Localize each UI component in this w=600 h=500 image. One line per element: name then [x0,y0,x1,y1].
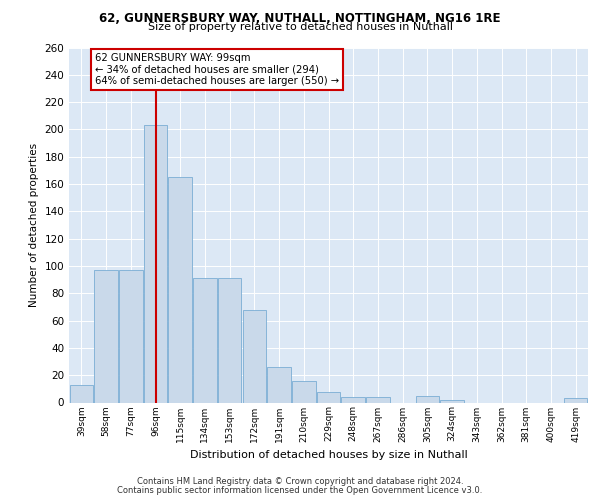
Text: Contains public sector information licensed under the Open Government Licence v3: Contains public sector information licen… [118,486,482,495]
Bar [366,397,389,402]
Bar [193,278,217,402]
Bar [242,310,266,402]
Bar [144,126,167,402]
Bar [440,400,464,402]
Text: 62, GUNNERSBURY WAY, NUTHALL, NOTTINGHAM, NG16 1RE: 62, GUNNERSBURY WAY, NUTHALL, NOTTINGHAM… [99,12,501,26]
Bar [416,396,439,402]
Bar [218,278,241,402]
Bar [317,392,340,402]
Bar [564,398,587,402]
Bar [292,380,316,402]
Y-axis label: Number of detached properties: Number of detached properties [29,143,39,307]
Bar [169,177,192,402]
Text: Size of property relative to detached houses in Nuthall: Size of property relative to detached ho… [148,22,452,32]
Bar [70,385,93,402]
Bar [268,367,291,402]
Bar [119,270,143,402]
Bar [341,397,365,402]
Bar [94,270,118,402]
X-axis label: Distribution of detached houses by size in Nuthall: Distribution of detached houses by size … [190,450,467,460]
Text: 62 GUNNERSBURY WAY: 99sqm
← 34% of detached houses are smaller (294)
64% of semi: 62 GUNNERSBURY WAY: 99sqm ← 34% of detac… [95,53,339,86]
Text: Contains HM Land Registry data © Crown copyright and database right 2024.: Contains HM Land Registry data © Crown c… [137,477,463,486]
